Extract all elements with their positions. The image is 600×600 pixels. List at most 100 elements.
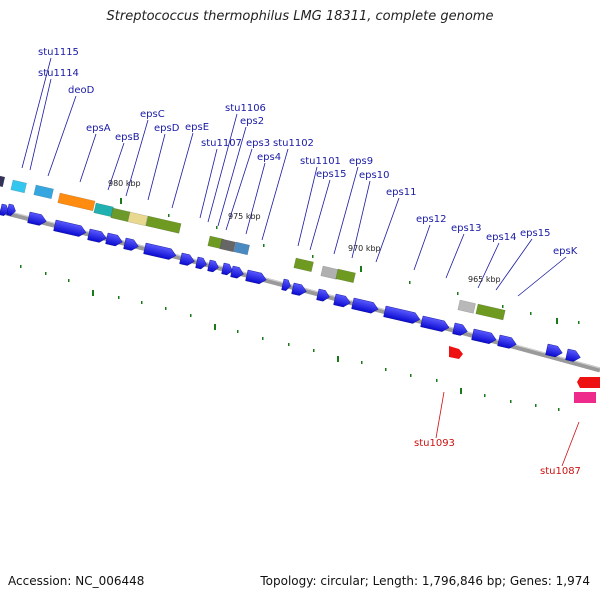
gene-label-eps14: eps14: [486, 232, 516, 243]
leader-line-9: [217, 126, 247, 227]
tick-3: [92, 290, 94, 296]
gene-arrow-7: [143, 242, 177, 260]
gene-arrow-23: [497, 334, 517, 349]
tick-25: [216, 226, 218, 229]
leader-line-7: [171, 132, 194, 209]
leader-line-13: [261, 148, 289, 241]
gene-label-stu1101: stu1101: [300, 156, 341, 167]
gene-block-13: [335, 268, 356, 284]
gene-features: [0, 175, 600, 403]
gene-label-eps9: eps9: [349, 156, 373, 167]
gene-label-stu1087: stu1087: [540, 466, 581, 477]
gene-label-eps4: eps4: [257, 152, 281, 163]
gene-block-0: [0, 175, 6, 188]
gene-arrow-0: [0, 203, 9, 216]
gene-block-stu1087: [574, 392, 596, 403]
leader-line-17: [351, 180, 371, 259]
tick-9: [237, 330, 239, 333]
gene-arrow-14: [281, 278, 291, 291]
gene-label-eps15b: eps15: [520, 228, 550, 239]
tick-5: [141, 301, 143, 304]
gene-label-epsK: epsK: [553, 246, 578, 257]
leader-line-10: [199, 148, 218, 219]
gene-label-eps13: eps13: [451, 223, 481, 234]
tick-10: [262, 337, 264, 340]
gene-label-epsB: epsB: [115, 132, 140, 143]
tick-7: [190, 314, 192, 317]
gene-arrow-10: [207, 259, 219, 273]
gene-label-eps11: eps11: [386, 187, 416, 198]
gene-label-red-group: stu1093 stu1087: [414, 438, 581, 477]
tick-2: [68, 279, 70, 282]
label-leader-lines: [21, 57, 580, 467]
gene-block-red-edge: [577, 377, 600, 388]
leader-line-3: [79, 133, 97, 183]
gene-label-stu1114: stu1114: [38, 68, 79, 79]
leader-line-6: [147, 133, 166, 201]
gene-arrow-1: [6, 203, 16, 216]
gene-block-4: [93, 202, 114, 218]
gene-label-eps3: eps3: [246, 138, 270, 149]
leader-line-15: [309, 179, 331, 251]
gene-label-stu1093: stu1093: [414, 438, 455, 449]
leader-line-18: [375, 197, 400, 263]
gene-block-15: [475, 303, 506, 321]
gene-arrow-20: [420, 315, 450, 332]
leader-line-14: [297, 166, 318, 247]
tick-4: [118, 296, 120, 299]
gene-arrow-9: [195, 256, 207, 270]
leader-line-8: [207, 113, 238, 223]
genome-stats-text: Topology: circular; Length: 1,796,846 bp…: [260, 574, 590, 588]
tick-12: [313, 349, 315, 352]
tick-0: [20, 265, 22, 268]
gene-label-eps15a: eps15: [316, 169, 346, 180]
gene-block-stu1093: [449, 346, 463, 359]
gene-label-epsE: epsE: [185, 122, 209, 133]
tick-19: [484, 394, 486, 397]
gene-label-eps2: eps2: [240, 116, 264, 127]
gene-label-deoD: deoD: [68, 85, 95, 96]
gene-arrow-21: [452, 322, 468, 336]
tick-22: [558, 408, 560, 411]
leader-line-22: [495, 238, 533, 291]
tick-27: [312, 255, 314, 258]
gene-block-11: [293, 257, 314, 273]
tick-31: [502, 305, 504, 308]
tick-34: [578, 321, 580, 324]
tick-20: [510, 400, 512, 403]
tick-32: [530, 312, 532, 315]
tick-1: [45, 272, 47, 275]
leader-line-25: [561, 421, 580, 467]
position-label-975: 975 kbp: [228, 212, 261, 221]
leader-line-20: [445, 233, 465, 279]
tick-33: [556, 318, 558, 324]
position-label-970: 970 kbp: [348, 244, 381, 253]
gene-label-epsD: epsD: [154, 123, 180, 134]
leader-line-16: [333, 166, 359, 255]
tick-13: [337, 356, 339, 362]
position-label-980: 980 kbp: [108, 179, 141, 188]
gene-block-5: [110, 207, 131, 223]
leader-line-11: [225, 148, 253, 231]
tick-8: [214, 324, 216, 330]
tick-24: [168, 214, 170, 217]
leader-line-1: [29, 78, 52, 171]
leader-line-19: [413, 224, 431, 271]
gene-arrow-6: [123, 237, 139, 251]
gene-arrow-4: [87, 228, 107, 243]
leader-line-0: [21, 57, 52, 169]
gene-block-6: [127, 211, 148, 227]
gene-arrow-17: [333, 293, 351, 308]
leader-line-5: [125, 119, 149, 197]
tick-6: [165, 307, 167, 310]
leader-line-2: [47, 95, 77, 177]
tick-marks: [20, 198, 580, 411]
gene-arrow-2: [27, 211, 47, 226]
gene-arrow-5: [105, 232, 123, 247]
leader-line-12: [245, 162, 266, 235]
gene-arrow-12: [230, 265, 244, 279]
gene-block-2: [33, 184, 54, 200]
accession-text: Accession: NC_006448: [8, 574, 145, 588]
tick-15: [385, 368, 387, 371]
